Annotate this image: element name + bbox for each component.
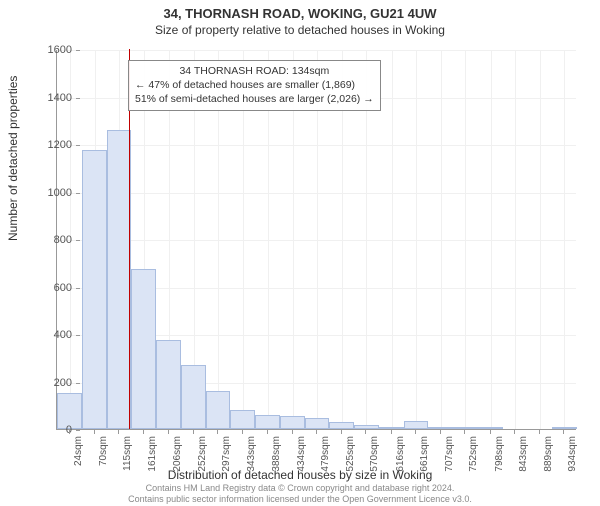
annotation-line3: 51% of semi-detached houses are larger (…	[135, 92, 374, 106]
y-tick-label: 1200	[32, 139, 72, 151]
annotation-line2: ← 47% of detached houses are smaller (1,…	[135, 78, 374, 92]
chart-area: 34 THORNASH ROAD: 134sqm ← 47% of detach…	[56, 50, 576, 430]
histogram-bar	[478, 427, 503, 429]
x-tick-label: 343sqm	[246, 436, 257, 486]
x-tick-label: 115sqm	[122, 436, 133, 486]
x-tick-label: 525sqm	[345, 436, 356, 486]
x-tick-label: 161sqm	[147, 436, 158, 486]
x-tick-label: 434sqm	[296, 436, 307, 486]
x-tick-label: 752sqm	[468, 436, 479, 486]
histogram-bar	[156, 340, 181, 429]
x-tick-label: 843sqm	[518, 436, 529, 486]
x-tick-label: 934sqm	[567, 436, 578, 486]
x-tick-label: 616sqm	[395, 436, 406, 486]
footer-attribution: Contains HM Land Registry data © Crown c…	[0, 483, 600, 504]
x-tick-label: 570sqm	[369, 436, 380, 486]
x-tick-label: 24sqm	[73, 436, 84, 486]
histogram-bar	[255, 415, 280, 429]
x-tick-label: 479sqm	[320, 436, 331, 486]
chart-title-sub: Size of property relative to detached ho…	[0, 23, 600, 37]
histogram-bar	[305, 418, 330, 429]
x-tick-label: 798sqm	[494, 436, 505, 486]
x-tick-label: 661sqm	[419, 436, 430, 486]
histogram-bar	[206, 391, 231, 429]
y-tick-label: 1000	[32, 187, 72, 199]
histogram-bar	[379, 427, 404, 429]
histogram-bar	[230, 410, 255, 429]
y-tick-label: 600	[32, 282, 72, 294]
x-tick-label: 70sqm	[98, 436, 109, 486]
y-tick-label: 400	[32, 329, 72, 341]
x-tick-label: 206sqm	[172, 436, 183, 486]
y-tick-label: 800	[32, 234, 72, 246]
y-tick-label: 200	[32, 377, 72, 389]
histogram-bar	[107, 130, 132, 429]
y-tick-label: 0	[32, 424, 72, 436]
histogram-bar	[552, 427, 577, 429]
y-tick-label: 1400	[32, 92, 72, 104]
x-tick-label: 707sqm	[444, 436, 455, 486]
footer-line2: Contains public sector information licen…	[0, 494, 600, 504]
x-tick-label: 252sqm	[197, 436, 208, 486]
y-axis-label: Number of detached properties	[6, 76, 20, 241]
histogram-bar	[280, 416, 305, 429]
histogram-bar	[354, 425, 379, 429]
histogram-bar	[453, 427, 478, 429]
y-tick-label: 1600	[32, 44, 72, 56]
chart-title-main: 34, THORNASH ROAD, WOKING, GU21 4UW	[0, 6, 600, 21]
histogram-bar	[82, 150, 107, 429]
histogram-bar	[428, 427, 453, 429]
histogram-bar	[131, 269, 156, 429]
x-tick-label: 889sqm	[543, 436, 554, 486]
histogram-bar	[329, 422, 354, 429]
histogram-bar	[404, 421, 429, 429]
x-tick-label: 388sqm	[271, 436, 282, 486]
histogram-bar	[181, 365, 206, 429]
annotation-line1: 34 THORNASH ROAD: 134sqm	[135, 64, 374, 78]
x-tick-label: 297sqm	[221, 436, 232, 486]
annotation-box: 34 THORNASH ROAD: 134sqm ← 47% of detach…	[128, 60, 381, 111]
